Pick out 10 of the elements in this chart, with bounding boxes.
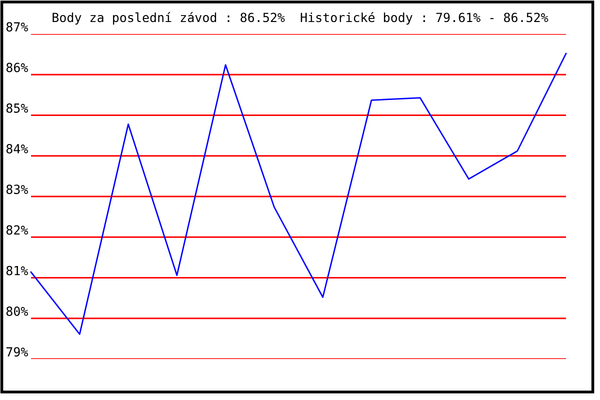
y-tick-label: 81% <box>6 266 28 276</box>
y-tick-label: 86% <box>6 62 28 72</box>
y-tick-label: 85% <box>6 103 28 113</box>
chart-title: Body za poslední závod : 86.52% Historické body : 79.61% - 86.52% <box>52 12 548 25</box>
y-tick-label: 84% <box>6 144 28 154</box>
y-tick-label: 87% <box>6 22 28 32</box>
y-tick-label: 83% <box>6 184 28 194</box>
y-tick-label: 79% <box>6 347 28 357</box>
y-tick-label: 82% <box>6 225 28 235</box>
y-tick-label: 80% <box>6 306 28 316</box>
